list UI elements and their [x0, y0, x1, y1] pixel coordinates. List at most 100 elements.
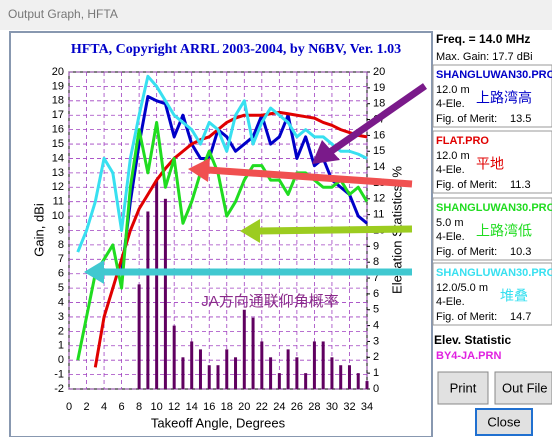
- bar: [312, 341, 316, 389]
- x-tick-label: 20: [238, 401, 250, 413]
- x-tick-label: 2: [83, 401, 89, 413]
- x-tick-label: 10: [151, 401, 163, 413]
- y2-tick-label: 1: [373, 367, 379, 379]
- x-tick-label: 12: [168, 401, 180, 413]
- bar: [225, 349, 229, 389]
- y2-tick-label: 6: [373, 288, 379, 300]
- line: [76, 120, 369, 361]
- legend-height: 12.0 m: [436, 84, 470, 96]
- button[interactable]: [494, 371, 552, 405]
- legend-merit-label: Fig. of Merit:: [436, 246, 497, 258]
- bar: [295, 357, 299, 389]
- elev-title: Elev. Statistic: [434, 333, 511, 347]
- legend-merit-label: Fig. of Merit:: [436, 311, 497, 323]
- x-tick-label: 28: [308, 401, 320, 413]
- bar: [286, 349, 290, 389]
- legend-name: SHANGLUWAN30.PRO: [436, 267, 552, 279]
- arrows: [84, 83, 427, 284]
- bar: [163, 198, 167, 389]
- y2-tick-label: 11: [373, 209, 384, 221]
- bar: [155, 179, 159, 389]
- y-tick-label: 13: [52, 167, 64, 179]
- y-tick-label: 4: [58, 296, 64, 308]
- y2-tick-label: 9: [373, 240, 379, 252]
- legend-antenna: 4-Ele.: [436, 98, 465, 110]
- x-tick-label: 30: [326, 401, 338, 413]
- y2-tick-label: 20: [373, 66, 385, 78]
- legend-height: 12.0/5.0 m: [436, 282, 488, 294]
- bar: [365, 381, 369, 389]
- arrow: [257, 225, 413, 235]
- bar: [137, 284, 141, 389]
- y-tick-label: -1: [54, 368, 64, 380]
- bar: [181, 357, 185, 389]
- line: [76, 74, 368, 253]
- y2-tick-label: 5: [373, 304, 379, 316]
- arrow: [328, 83, 427, 155]
- legend-height: 5.0 m: [436, 217, 464, 229]
- legend-box: [432, 130, 552, 194]
- y-tick-label: -2: [54, 383, 64, 395]
- x-tick-label: 26: [291, 401, 303, 413]
- button-label[interactable]: Close: [487, 414, 520, 429]
- y-tick-label: 15: [52, 138, 64, 150]
- legend-box: [432, 197, 552, 261]
- y-tick-label: 0: [58, 354, 64, 366]
- legend-antenna: 4-Ele.: [436, 164, 465, 176]
- y-tick-label: 14: [52, 152, 64, 164]
- legend-name: SHANGLUWAN30.PRO: [436, 202, 552, 214]
- y-tick-label: 12: [52, 181, 64, 193]
- bar: [330, 357, 334, 389]
- y2-tick-label: 14: [373, 161, 385, 173]
- y-tick-label: 3: [58, 311, 64, 323]
- arrow-head: [312, 140, 340, 164]
- annotation: JA方向通联仰角概率: [201, 293, 339, 310]
- y-tick-label: 1: [58, 340, 64, 352]
- plot: -2-1012345678910111213141516171819200123…: [52, 66, 386, 413]
- bar: [172, 325, 176, 389]
- y-tick-label: 19: [52, 80, 64, 92]
- y-tick-label: 18: [52, 95, 64, 107]
- y2-tick-label: 4: [373, 320, 379, 332]
- x-tick-label: 4: [101, 401, 107, 413]
- button-label[interactable]: Out File: [502, 380, 548, 395]
- legend-antenna: 4-Ele.: [436, 296, 465, 308]
- x-tick-label: 0: [66, 401, 72, 413]
- bar: [260, 341, 264, 389]
- legend-name: SHANGLUWAN30.PRO: [436, 69, 552, 81]
- freq: Freq. = 14.0 MHz: [436, 32, 530, 46]
- button-label[interactable]: Print: [450, 380, 477, 395]
- bar: [347, 365, 351, 389]
- bar: [277, 373, 281, 389]
- arrow-head: [188, 158, 210, 182]
- legend-merit-label: Fig. of Merit:: [436, 179, 497, 191]
- button[interactable]: [437, 371, 489, 405]
- x-tick-label: 32: [343, 401, 355, 413]
- bar: [251, 317, 255, 389]
- x-tick-label: 16: [203, 401, 215, 413]
- x-tick-label: 22: [256, 401, 268, 413]
- bar: [146, 211, 150, 389]
- y2-tick-label: 0: [373, 383, 379, 395]
- bar: [234, 357, 238, 389]
- x-tick-label: 24: [273, 401, 285, 413]
- button[interactable]: [475, 408, 533, 436]
- legend-note: 上路湾高: [476, 90, 532, 106]
- y-tick-label: 7: [58, 253, 64, 265]
- chart-title: HFTA, Copyright ARRL 2003-2004, by N6BV,…: [71, 42, 401, 57]
- line: [120, 94, 368, 274]
- legend-note: 平地: [476, 156, 504, 172]
- bar: [339, 365, 343, 389]
- y-tick-label: 20: [52, 66, 64, 78]
- bar: [216, 365, 220, 389]
- arrow-head: [240, 219, 260, 243]
- y-tick-label: 10: [52, 210, 64, 222]
- y2-tick-label: 8: [373, 256, 379, 268]
- legend-merit: 13.5: [510, 113, 531, 125]
- y2-tick-label: 19: [373, 82, 385, 94]
- y2-tick-label: 2: [373, 351, 379, 363]
- y2-tick-label: 15: [373, 145, 385, 157]
- line: [93, 110, 368, 368]
- y-tick-label: 8: [58, 239, 64, 251]
